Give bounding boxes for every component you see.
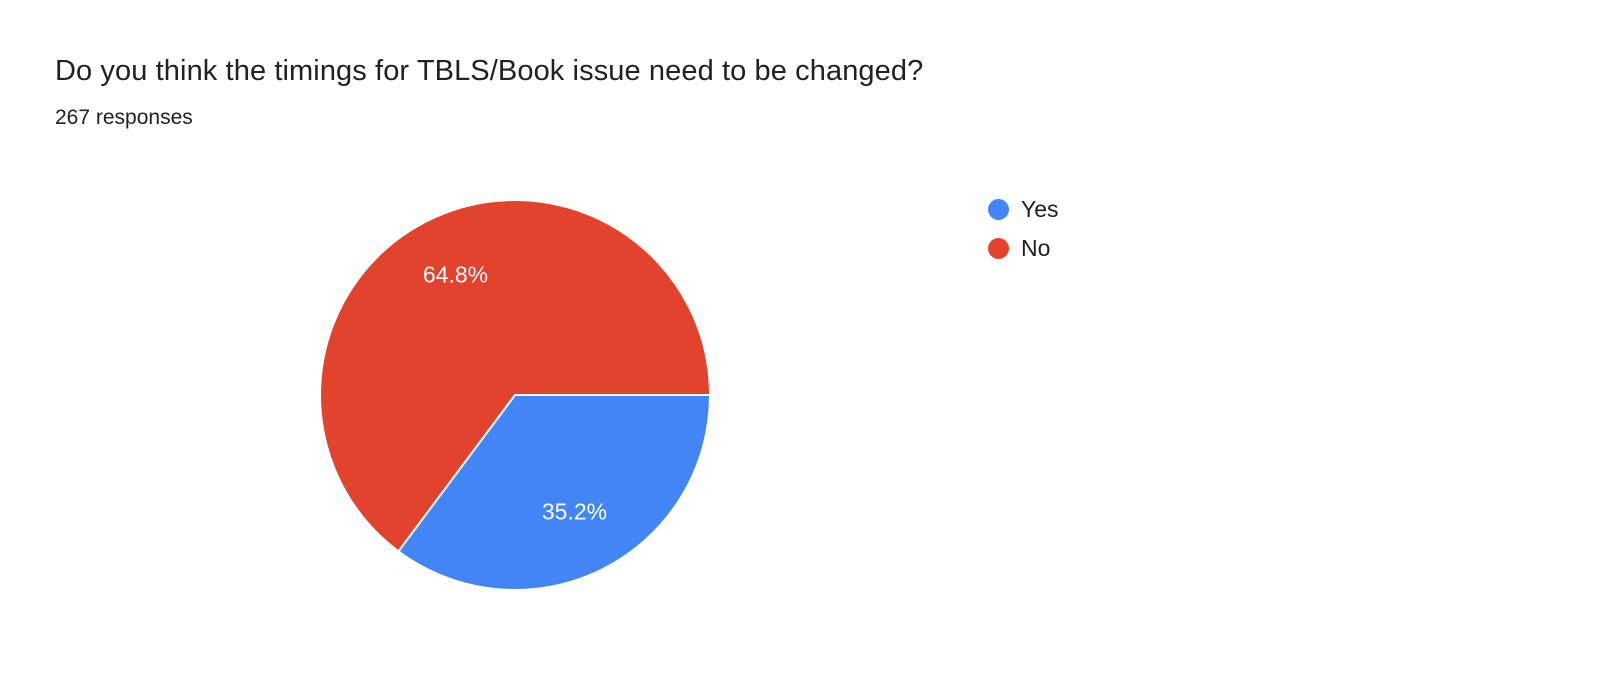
- chart-legend: Yes No: [988, 198, 1059, 276]
- response-count: 267 responses: [55, 106, 193, 129]
- pie-chart[interactable]: 35.2% 64.8%: [318, 198, 712, 592]
- legend-label-no: No: [1021, 235, 1051, 261]
- legend-swatch-yes: [988, 199, 1009, 220]
- slice-percentage-yes: 35.2%: [542, 499, 607, 525]
- slice-percentage-no: 64.8%: [423, 262, 488, 288]
- legend-item-yes: Yes: [988, 198, 1059, 221]
- pie-slice-no[interactable]: [319, 199, 711, 553]
- pie-slice-yes[interactable]: [397, 394, 711, 592]
- legend-label-yes: Yes: [1021, 196, 1059, 222]
- legend-item-no: No: [988, 237, 1059, 260]
- pie-chart-area: 35.2% 64.8% Yes No: [0, 170, 1600, 650]
- legend-swatch-no: [988, 238, 1009, 259]
- question-title: Do you think the timings for TBLS/Book i…: [55, 55, 924, 87]
